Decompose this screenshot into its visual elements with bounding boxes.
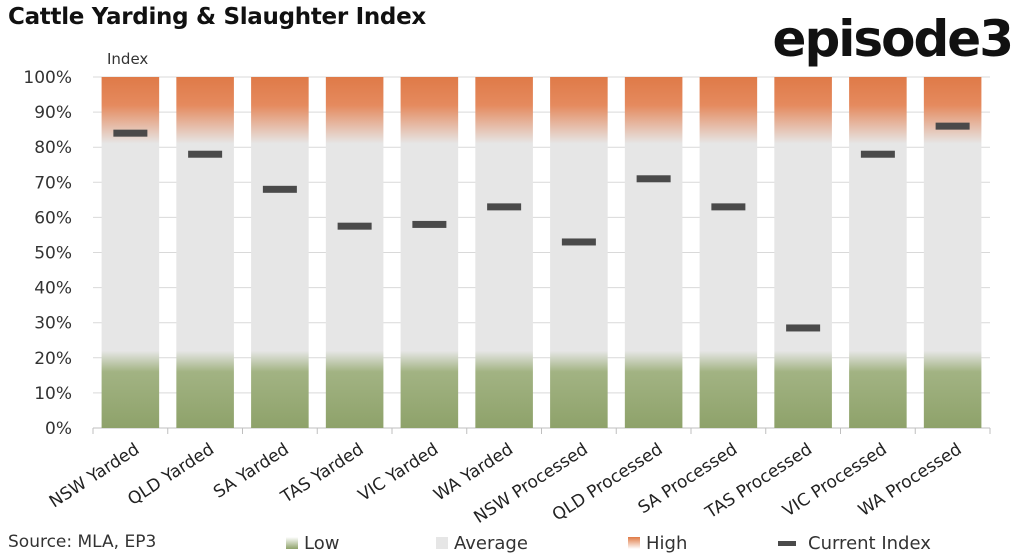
current-index-swatch-icon — [778, 540, 796, 546]
legend-current-index: Current Index — [778, 532, 931, 554]
range-bar — [101, 77, 160, 428]
y-tick-label: 100% — [23, 68, 72, 88]
range-bar — [699, 77, 758, 428]
y-tick-label: 70% — [34, 173, 72, 193]
legend-average: Average — [436, 532, 528, 554]
current-index-marker — [337, 222, 372, 230]
y-axis-label: Index — [107, 50, 149, 68]
range-bar — [550, 77, 608, 428]
current-index-marker — [935, 122, 970, 130]
legend-high-label: High — [646, 532, 688, 554]
legend-low: Low — [286, 532, 339, 554]
current-index-marker — [636, 175, 671, 183]
current-index-marker — [113, 129, 148, 137]
y-tick-label: 60% — [34, 208, 72, 228]
range-bar — [176, 77, 234, 428]
range-bar — [849, 77, 907, 428]
current-index-marker — [711, 203, 746, 211]
range-bar — [325, 77, 384, 428]
current-index-marker — [188, 150, 223, 158]
range-bar — [400, 77, 459, 428]
range-bar — [624, 77, 683, 428]
current-index-marker — [262, 185, 297, 193]
current-index-marker — [561, 238, 596, 246]
source-note: Source: MLA, EP3 — [8, 532, 157, 552]
y-tick-label: 20% — [34, 349, 72, 369]
legend-current-label: Current Index — [808, 532, 931, 554]
y-tick-label: 30% — [34, 314, 72, 334]
range-bar — [475, 77, 533, 428]
category-label: VIC Yarded — [355, 439, 442, 505]
chart-title: Cattle Yarding & Slaughter Index — [8, 4, 426, 30]
legend-average-label: Average — [454, 532, 528, 554]
current-index-marker — [786, 324, 821, 332]
y-tick-label: 10% — [34, 384, 72, 404]
high-swatch-icon — [628, 537, 640, 549]
episode3-logo: episode3 — [772, 10, 1014, 68]
legend-high: High — [628, 532, 687, 554]
y-tick-label: 80% — [34, 138, 72, 158]
range-bar — [774, 77, 832, 428]
current-index-marker — [487, 203, 522, 211]
range-bar — [251, 77, 309, 428]
average-swatch-icon — [436, 537, 448, 549]
low-swatch-icon — [286, 537, 298, 549]
y-tick-label: 90% — [34, 103, 72, 123]
y-tick-label: 0% — [45, 419, 72, 439]
current-index-marker — [412, 220, 447, 228]
legend-low-label: Low — [304, 532, 340, 554]
y-tick-label: 50% — [34, 244, 72, 264]
current-index-marker — [860, 150, 895, 158]
range-bar — [923, 77, 982, 428]
category-label: TAS Yarded — [277, 439, 368, 508]
y-tick-label: 40% — [34, 279, 72, 299]
